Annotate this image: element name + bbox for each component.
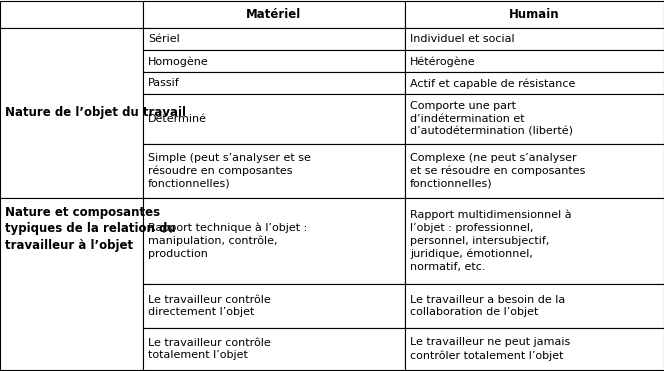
- Bar: [0, 198, 143, 370]
- Text: Comporte une part
d’indétermination et
d’autodétermination (liberté): Comporte une part d’indétermination et d…: [410, 101, 573, 137]
- Bar: [405, 198, 664, 284]
- Text: Sériel: Sériel: [148, 34, 179, 44]
- Bar: [143, 198, 405, 284]
- Bar: [405, 328, 664, 370]
- Bar: [143, 328, 405, 370]
- Text: Actif et capable de résistance: Actif et capable de résistance: [410, 78, 576, 89]
- Text: Humain: Humain: [509, 8, 560, 21]
- Bar: [143, 95, 405, 144]
- Text: Individuel et social: Individuel et social: [410, 34, 515, 44]
- Text: Le travailleur ne peut jamais
contrôler totalement l’objet: Le travailleur ne peut jamais contrôler …: [410, 337, 570, 361]
- Text: Rapport multidimensionnel à
l’objet : professionnel,
personnel, intersubjectif,
: Rapport multidimensionnel à l’objet : pr…: [410, 210, 572, 272]
- Text: Le travailleur contrôle
totalement l’objet: Le travailleur contrôle totalement l’obj…: [148, 338, 270, 361]
- Bar: [143, 284, 405, 328]
- Text: Hétérogène: Hétérogène: [410, 56, 475, 66]
- Bar: [143, 1, 405, 28]
- Bar: [405, 50, 664, 72]
- Bar: [405, 144, 664, 198]
- Bar: [0, 1, 143, 28]
- Bar: [143, 50, 405, 72]
- Text: Complexe (ne peut s’analyser
et se résoudre en composantes
fonctionnelles): Complexe (ne peut s’analyser et se résou…: [410, 152, 586, 189]
- Bar: [0, 28, 143, 198]
- Text: Homogène: Homogène: [148, 56, 208, 66]
- Bar: [405, 95, 664, 144]
- Bar: [143, 144, 405, 198]
- Bar: [143, 72, 405, 95]
- Text: Passif: Passif: [148, 78, 179, 88]
- Text: Nature de l’objet du travail: Nature de l’objet du travail: [5, 106, 186, 119]
- Text: Simple (peut s’analyser et se
résoudre en composantes
fonctionnelles): Simple (peut s’analyser et se résoudre e…: [148, 152, 311, 189]
- Text: Le travailleur contrôle
directement l’objet: Le travailleur contrôle directement l’ob…: [148, 295, 270, 318]
- Text: Nature et composantes
typiques de la relation du
travailleur à l’objet: Nature et composantes typiques de la rel…: [5, 206, 175, 252]
- Text: Rapport technique à l’objet :
manipulation, contrôle,
production: Rapport technique à l’objet : manipulati…: [148, 223, 307, 259]
- Bar: [143, 28, 405, 50]
- Bar: [405, 72, 664, 95]
- Text: Matériel: Matériel: [246, 8, 301, 21]
- Bar: [405, 1, 664, 28]
- Bar: [405, 284, 664, 328]
- Bar: [405, 28, 664, 50]
- Text: Le travailleur a besoin de la
collaboration de l’objet: Le travailleur a besoin de la collaborat…: [410, 295, 565, 318]
- Text: Déterminé: Déterminé: [148, 114, 207, 124]
